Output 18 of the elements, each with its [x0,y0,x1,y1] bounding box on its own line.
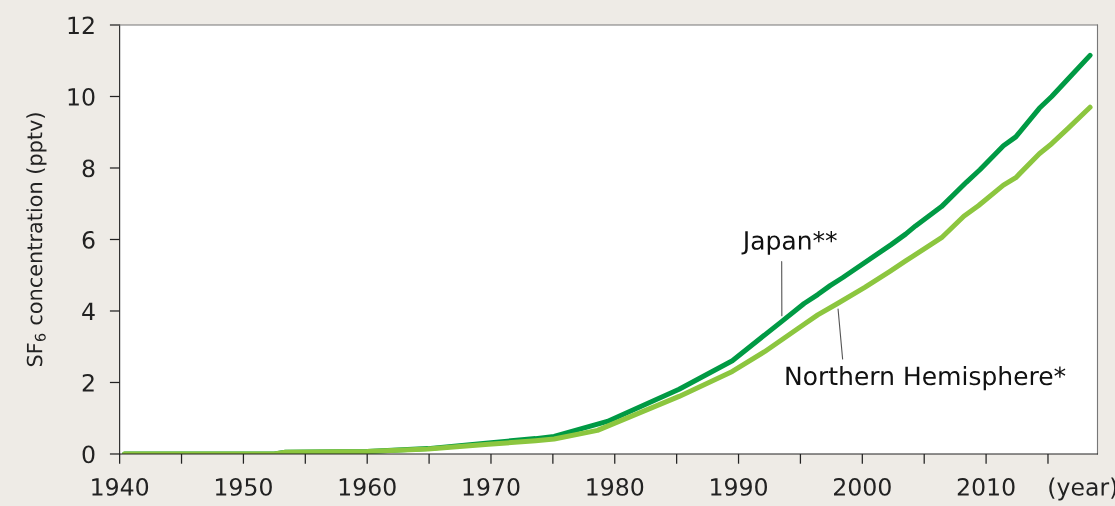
y-tick-label: 4 [82,302,95,320]
series-label: Japan** [741,230,837,255]
x-tick-label: 2010 [957,478,1015,496]
series-label: Northern Hemisphere* [786,365,1066,391]
x-tick-label: 1960 [339,478,396,496]
x-tick-label: 1950 [215,478,272,496]
y-tick-label: 6 [82,230,95,249]
x-tick-label: 1940 [92,478,149,496]
x-tick-label: 1970 [463,478,520,496]
y-tick-label: 10 [68,87,95,106]
y-tick-label: 12 [68,16,94,34]
x-tick-label: 1990 [711,478,768,496]
y-axis-title: SF$_{6}$ concentration (pptv) [26,113,47,367]
y-tick-label: 2 [82,373,94,392]
y-tick-label: 0 [82,445,95,464]
y-tick-label: 8 [82,159,95,178]
x-tick-label: 1980 [587,478,644,496]
x-tick-label: 2000 [834,478,891,496]
